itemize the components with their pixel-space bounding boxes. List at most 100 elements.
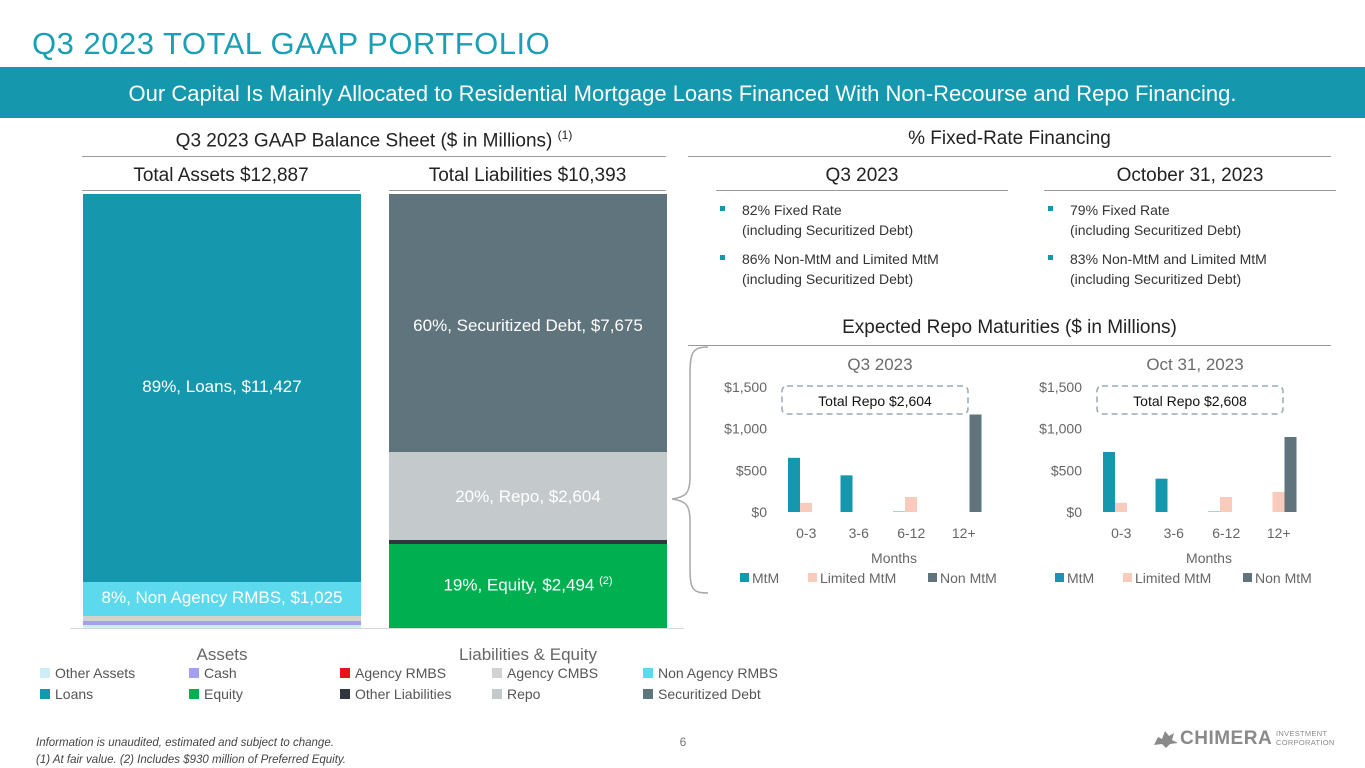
repo-chart-title: Oct 31, 2023 [1146,355,1243,374]
segment-equity [389,544,667,628]
x-category-liabilities: Liabilities & Equity [459,645,597,664]
q3-bullet-list: 82% Fixed Rate (including Securitized De… [718,200,1008,289]
footnote-line-2: (1) At fair value. (2) Includes $930 mil… [36,754,347,766]
equity-label-text: 19%, Equity, $2,494 [443,575,595,595]
y-tick-label: $1,500 [724,379,767,395]
chimera-logo-icon [1154,731,1178,748]
legend-swatch [643,689,653,699]
logo-sub-2: CORPORATION [1276,738,1335,747]
headline-banner: Our Capital Is Mainly Allocated to Resid… [0,67,1365,118]
y-tick-label: $500 [1051,462,1082,478]
legend-loans: Loans [40,686,93,702]
legend-label: Other Assets [55,665,136,681]
segment-other-assets [83,624,361,628]
assets-header-rule [82,190,360,191]
securitized-debt-label: 60%, Securitized Debt, $7,675 [413,316,643,335]
liabilities-header-rule [389,190,666,191]
bar-mtm-3-6 [1155,478,1168,512]
repo-maturities-rule [688,345,1331,346]
repo-chart-oct: Oct 31, 2023 $1,500 $1,000 $500 $0 Total Repo… [1039,355,1312,586]
bar-non-mtm-12 [969,414,982,512]
x-category-assets: Assets [196,645,248,664]
segment-repo [389,452,667,541]
legend-swatch [40,689,50,699]
legend-label: Other Liabilities [355,686,452,702]
q3-bullet-2: 86% Non-MtM and Limited MtM (including S… [718,249,1008,289]
footnotes: Information is unaudited, estimated and … [36,735,596,768]
legend-label: Agency RMBS [355,665,447,681]
q3-2023-header: Q3 2023 [825,165,899,186]
x-axis-label: Months [871,550,917,566]
oct-bullet-1: 79% Fixed Rate (including Securitized De… [1046,200,1336,240]
legend-label: Cash [204,665,237,681]
legend-swatch-limited-mtm [808,573,817,582]
legend-swatch [492,668,502,678]
y-tick-label: $1,000 [1039,421,1082,437]
repo-chart-q3: Q3 2023 $1,500 $1,000 $500 $0 Total Repo $2,6… [724,355,997,586]
fixed-rate-title: % Fixed-Rate Financing [908,128,1111,149]
legend-swatch [492,689,502,699]
legend-label: Equity [204,686,243,702]
bar-mtm-0-3 [788,457,800,512]
legend-swatch [189,689,199,699]
legend-label-limited-mtm: Limited MtM [820,570,896,586]
x-axis-label: Months [1186,550,1232,566]
total-repo-label: Total Repo $2,604 [818,393,932,409]
bar-limited-mtm-0-3 [1115,502,1127,512]
legend-other-assets: Other Assets [40,665,135,681]
oct-2023-rule [1044,190,1336,191]
x-tick-label: 0-3 [1111,525,1131,541]
oct-bullet-2-line1: 83% Non-MtM and Limited MtM [1070,251,1267,267]
legend-equity: Equity [189,686,243,702]
bar-mtm-3-6 [840,475,853,512]
bar-limited-mtm-0-3 [800,502,812,512]
logo-wordmark: CHIMERA [1180,728,1273,749]
q3-bullet-1-line2: (including Securitized Debt) [742,222,914,238]
liabilities-stacked-bar [389,194,667,628]
legend-other-liabilities: Other Liabilities [340,686,452,702]
legend-label-non-mtm: Non MtM [940,570,997,586]
footnote-line-1: Information is unaudited, estimated and … [36,737,334,749]
legend-non-agency-rmbs: Non Agency RMBS [643,665,778,681]
balance-sheet-rule [82,156,666,157]
legend-swatch-non-mtm [1243,573,1252,582]
balance-sheet-title: Q3 2023 GAAP Balance Sheet ($ in Million… [82,128,666,152]
x-tick-label: 3-6 [849,525,869,541]
oct-bullet-list: 79% Fixed Rate (including Securitized De… [1046,200,1336,289]
y-tick-label: $0 [1066,504,1082,520]
x-tick-label: 6-12 [1212,525,1240,541]
assets-stacked-bar [83,194,361,628]
segment-cash [83,620,361,625]
bullet-square-icon [1048,255,1053,260]
oct-bullet-1-line1: 79% Fixed Rate [1070,202,1170,218]
bullet-square-icon [720,255,725,260]
x-tick-label: 12+ [1267,525,1291,541]
total-repo-box [1096,385,1284,415]
logo-sub-1: INVESTMENT [1276,729,1328,738]
q3-bullet-2-line1: 86% Non-MtM and Limited MtM [742,251,939,267]
repo-chart-title: Q3 2023 [847,355,912,374]
balance-sheet-legend: Other Assets Cash Agency RMBS Agency CMBS No… [40,665,840,707]
balance-sheet-title-note: (1) [557,128,573,142]
legend-label: Agency CMBS [507,665,599,681]
balance-sheet-title-text: Q3 2023 GAAP Balance Sheet ($ in Million… [175,130,553,152]
total-liabilities-header: Total Liabilities $10,393 [428,165,627,186]
total-repo-box [781,385,969,415]
segment-loans [83,194,361,582]
legend-cash: Cash [189,665,237,681]
legend-agency-rmbs: Agency RMBS [340,665,446,681]
x-tick-label: 3-6 [1164,525,1184,541]
bar-non-mtm-12 [1284,437,1297,512]
x-tick-label: 12+ [952,525,976,541]
x-tick-label: 0-3 [796,525,816,541]
legend-repo: Repo [492,686,540,702]
legend-label-mtm: MtM [752,570,779,586]
legend-label: Non Agency RMBS [658,665,778,681]
segment-other-liabilities [389,540,667,545]
legend-swatch [340,689,350,699]
balance-sheet-baseline [70,628,684,629]
segment-non-agency-rmbs [83,581,361,617]
legend-swatch-mtm [1055,573,1064,582]
legend-agency-cmbs: Agency CMBS [492,665,598,681]
legend-swatch [643,668,653,678]
